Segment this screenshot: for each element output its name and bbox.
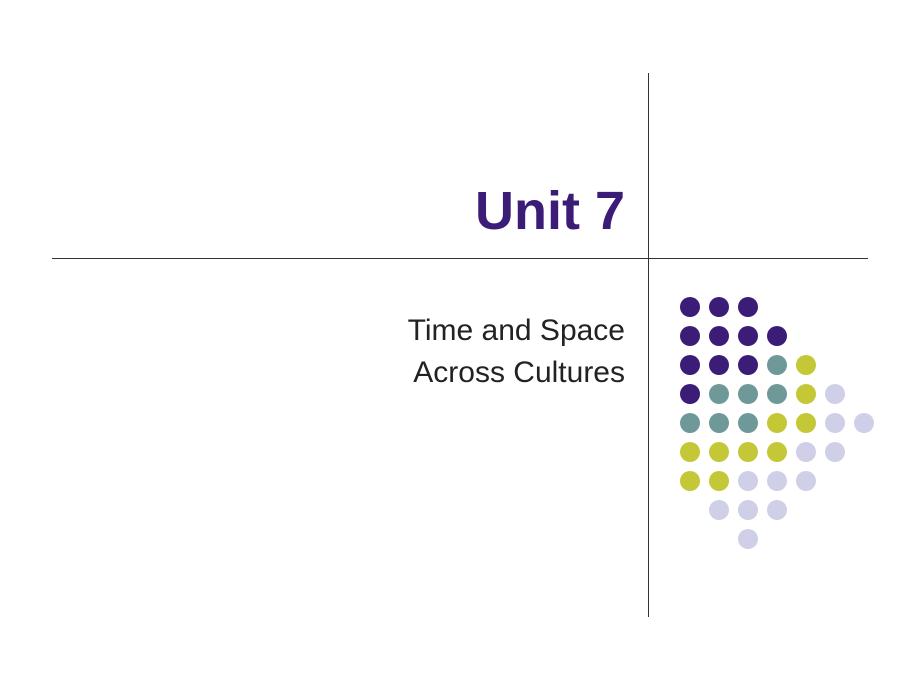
dot: [680, 297, 700, 317]
dot: [796, 413, 816, 433]
subtitle-line-2: Across Cultures: [205, 352, 625, 394]
dot: [738, 297, 758, 317]
dot-row: [680, 413, 883, 442]
dot: [738, 384, 758, 404]
dot: [767, 442, 787, 462]
dot: [680, 326, 700, 346]
dot-row: [680, 297, 883, 326]
dot: [767, 384, 787, 404]
dot: [767, 471, 787, 491]
dot: [709, 326, 729, 346]
slide-subtitle: Time and Space Across Cultures: [205, 310, 625, 394]
dot: [709, 355, 729, 375]
dot: [709, 500, 729, 520]
dot: [680, 413, 700, 433]
dot: [796, 471, 816, 491]
dot: [738, 442, 758, 462]
dot-row: [680, 355, 883, 384]
dot: [767, 500, 787, 520]
dot: [796, 355, 816, 375]
dot: [854, 413, 874, 433]
dot: [738, 413, 758, 433]
slide: Unit 7 Time and Space Across Cultures: [0, 0, 920, 690]
dot: [709, 471, 729, 491]
dot: [709, 442, 729, 462]
slide-title: Unit 7: [205, 180, 625, 242]
dot: [738, 326, 758, 346]
dot: [680, 355, 700, 375]
dot-row: [680, 500, 883, 529]
dot: [680, 471, 700, 491]
dot: [825, 442, 845, 462]
horizontal-divider: [52, 258, 868, 259]
dot-decoration: [680, 297, 883, 558]
dot: [825, 413, 845, 433]
dot: [738, 529, 758, 549]
dot-row: [680, 384, 883, 413]
vertical-divider: [648, 73, 649, 617]
dot-row: [680, 326, 883, 355]
dot: [767, 355, 787, 375]
dot-row: [680, 471, 883, 500]
dot: [738, 355, 758, 375]
dot: [825, 384, 845, 404]
dot: [709, 297, 729, 317]
subtitle-line-1: Time and Space: [205, 310, 625, 352]
dot: [738, 471, 758, 491]
dot: [767, 326, 787, 346]
dot: [796, 442, 816, 462]
dot-row: [680, 529, 883, 558]
dot: [767, 413, 787, 433]
dot: [680, 442, 700, 462]
dot: [680, 384, 700, 404]
dot: [709, 413, 729, 433]
dot: [796, 384, 816, 404]
dot-row: [680, 442, 883, 471]
dot: [738, 500, 758, 520]
dot: [709, 384, 729, 404]
